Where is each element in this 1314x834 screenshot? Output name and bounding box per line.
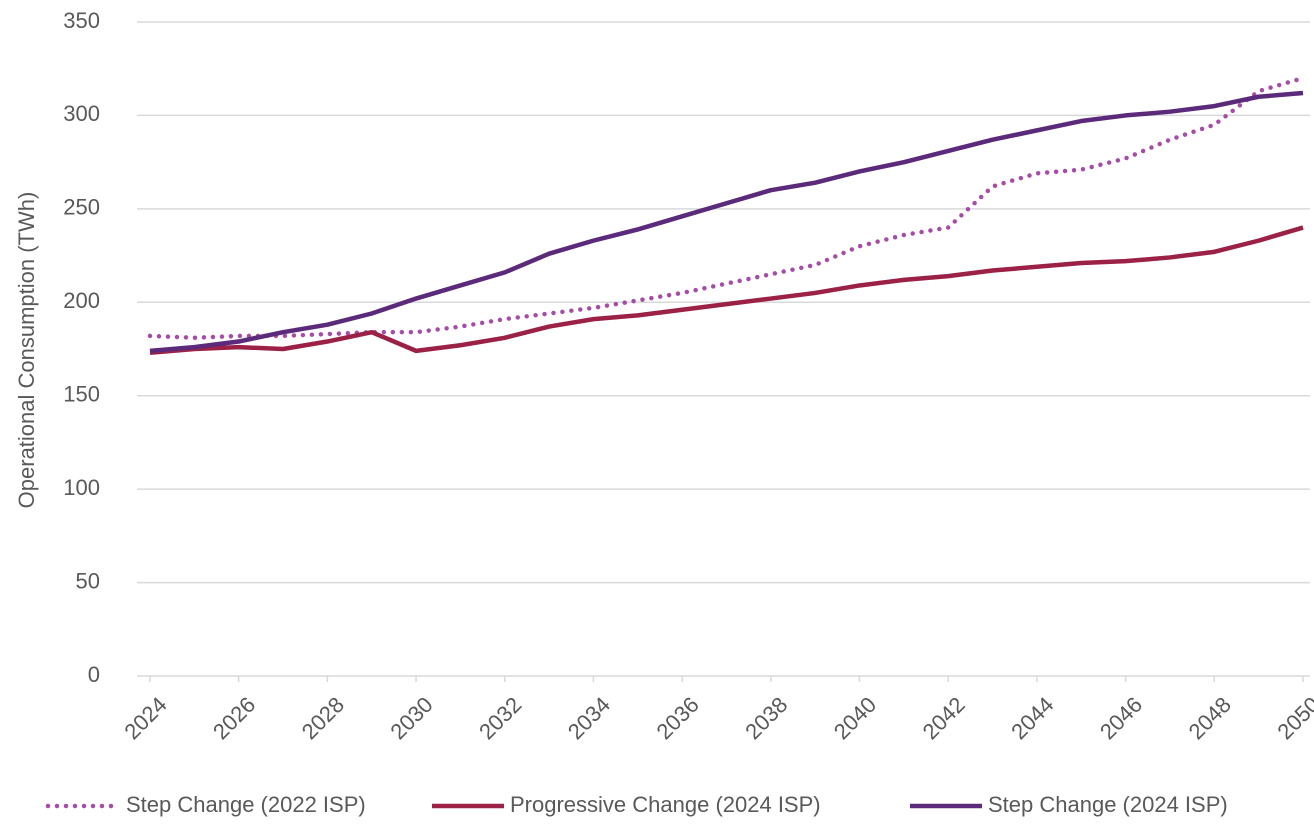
x-tick-label: 2036 xyxy=(652,692,704,744)
y-tick-label: 200 xyxy=(63,288,100,313)
x-tick-label: 2038 xyxy=(740,692,792,744)
x-tick-label: 2044 xyxy=(1006,692,1058,744)
x-tick-label: 2024 xyxy=(119,692,171,744)
y-axis-title: Operational Consumption (TWh) xyxy=(14,192,39,509)
y-tick-label: 350 xyxy=(63,8,100,33)
x-tick-label: 2042 xyxy=(918,692,970,744)
y-tick-label: 0 xyxy=(88,662,100,687)
y-tick-label: 150 xyxy=(63,382,100,407)
x-tick-label: 2048 xyxy=(1184,692,1236,744)
y-tick-label: 300 xyxy=(63,101,100,126)
series-line xyxy=(149,90,1304,354)
x-tick-label: 2050 xyxy=(1272,692,1314,744)
x-tick-label: 2030 xyxy=(385,692,437,744)
legend-label: Step Change (2022 ISP) xyxy=(126,792,366,817)
series-line xyxy=(147,75,1306,341)
legend-label: Progressive Change (2024 ISP) xyxy=(510,792,821,817)
series-line xyxy=(149,225,1304,355)
x-tick-label: 2028 xyxy=(297,692,349,744)
legend-label: Step Change (2024 ISP) xyxy=(988,792,1228,817)
x-tick-label: 2034 xyxy=(563,692,615,744)
x-tick-label: 2040 xyxy=(829,692,881,744)
y-tick-label: 100 xyxy=(63,475,100,500)
x-tick-label: 2046 xyxy=(1095,692,1147,744)
y-tick-label: 50 xyxy=(76,568,100,593)
y-tick-label: 250 xyxy=(63,195,100,220)
x-tick-label: 2026 xyxy=(208,692,260,744)
x-tick-label: 2032 xyxy=(474,692,526,744)
